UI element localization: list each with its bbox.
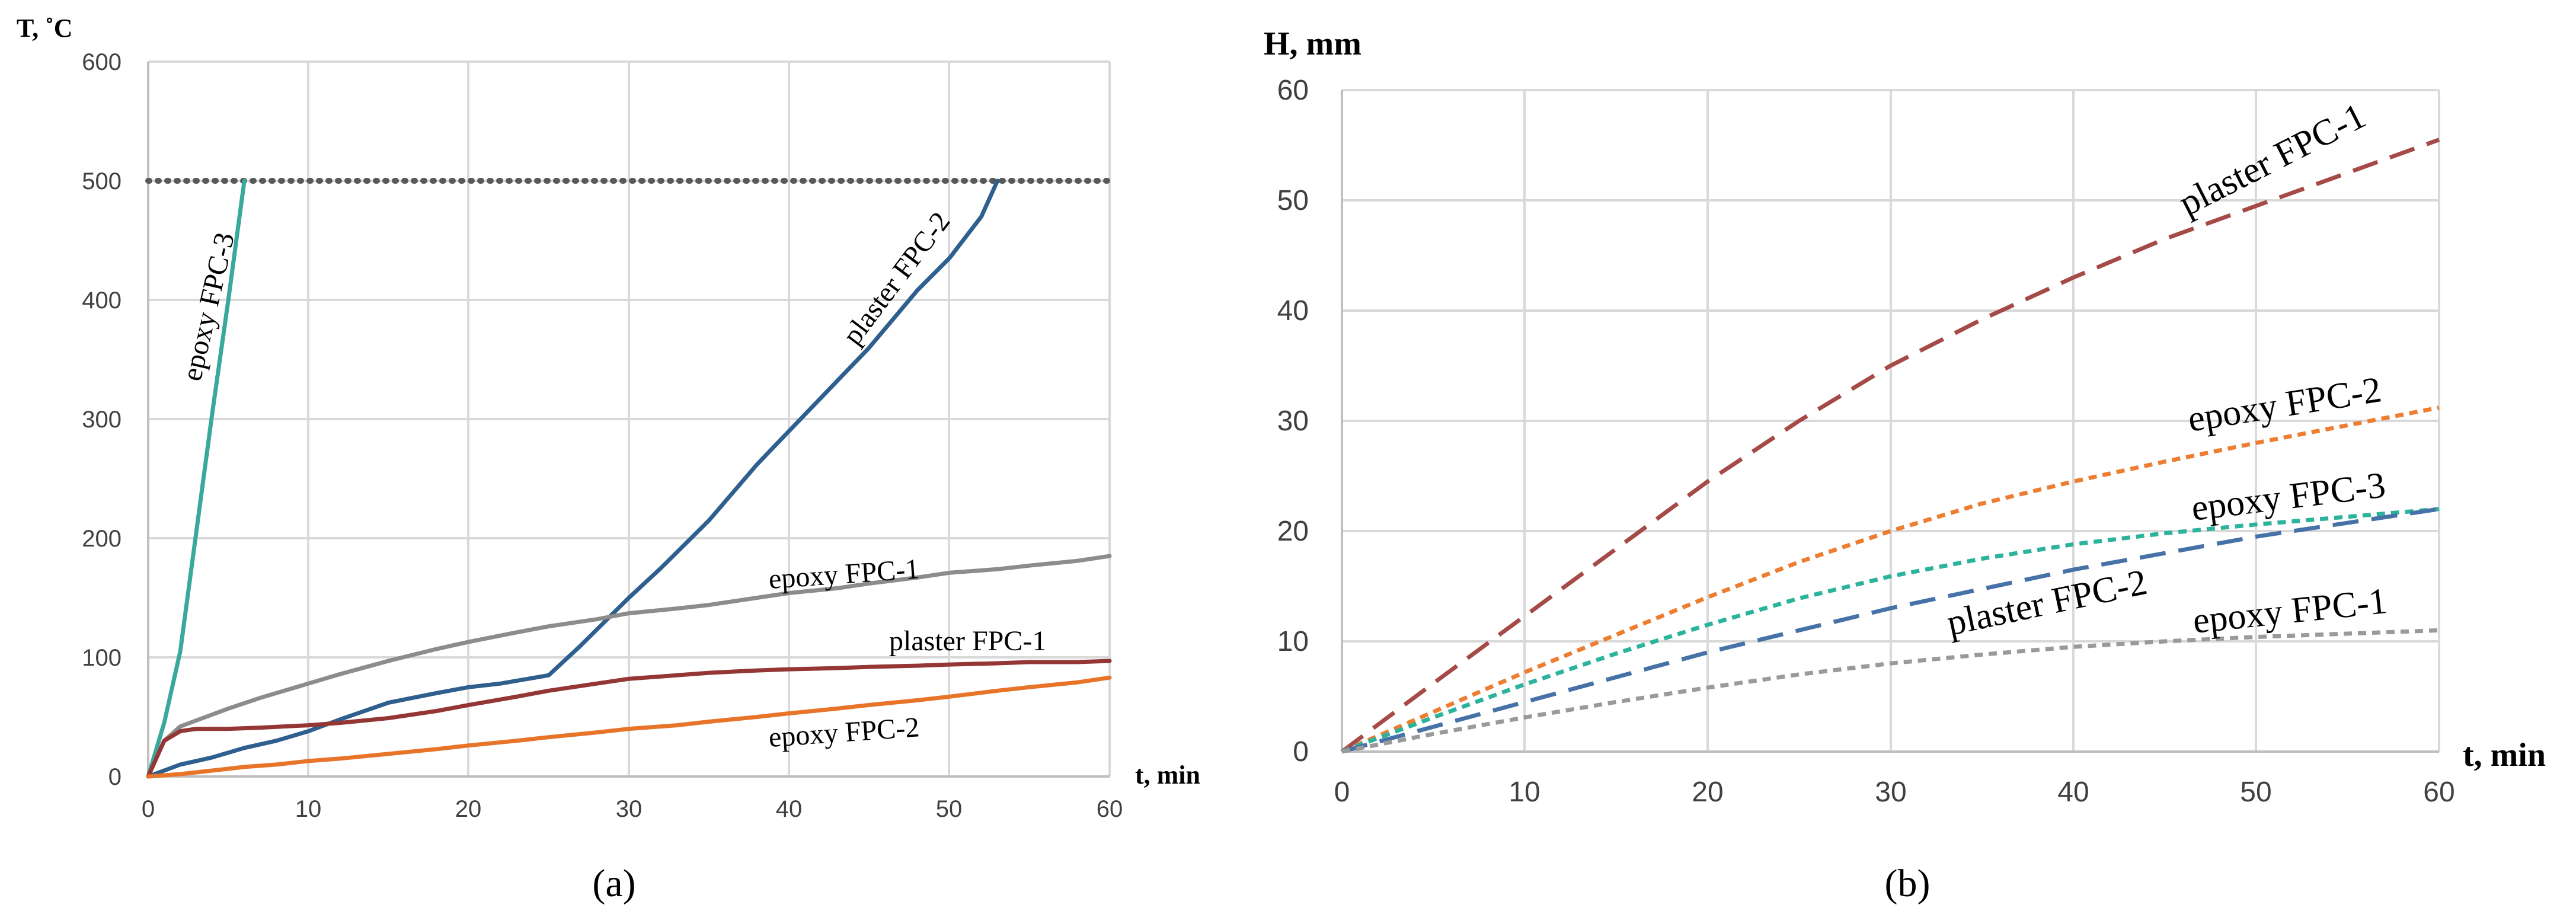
panel-b-x-tick: 30 (1875, 776, 1906, 808)
panel-b-series-plaster-fpc-1 (1340, 138, 2440, 753)
panel-b-axes (1341, 90, 2439, 753)
panel-a-x-tick: 10 (295, 796, 322, 822)
panel-a-series-epoxy-fpc-2 (146, 675, 1112, 779)
panel-b-series-epoxy-fpc-3 (1341, 507, 2440, 754)
panel-a-y-tick: 500 (82, 168, 122, 194)
panel-a-grid (148, 60, 1111, 776)
panel-b-x-tick: 0 (1334, 776, 1350, 808)
panel-b-series-epoxy-fpc-1 (1341, 628, 2440, 754)
panel-b-chart: 0 10 20 30 40 50 60 0 10 20 30 40 50 60 … (1264, 25, 2546, 905)
panel-b-y-tick: 50 (1277, 185, 1309, 216)
panel-a-annotation-epoxy-fpc-1: epoxy FPC-1 (768, 553, 921, 595)
panel-a-x-tick: 0 (142, 796, 155, 822)
panel-b-series-plaster-fpc-2 (1341, 507, 2440, 754)
panel-a-y-tick: 600 (82, 49, 122, 75)
panel-a-x-tick: 50 (936, 796, 963, 822)
panel-a-x-tick: 30 (616, 796, 643, 822)
panel-a-annotation-plaster-fpc-1: plaster FPC-1 (889, 625, 1046, 657)
panel-a-annotation-epoxy-fpc-2: epoxy FPC-2 (768, 711, 921, 753)
panel-b-y-tick: 0 (1293, 736, 1309, 768)
panel-b-annotations: plaster FPC-1 epoxy FPC-2 epoxy FPC-3 pl… (1944, 95, 2389, 643)
panel-b-x-tick: 10 (1508, 776, 1540, 808)
panel-a-y-tick: 200 (82, 526, 122, 552)
panel-a-y-tick: 0 (108, 764, 122, 790)
panel-b-series (1340, 138, 2440, 754)
panel-b-x-tick: 60 (2423, 776, 2454, 808)
panel-b-y-tick: 20 (1277, 516, 1309, 547)
panel-a-x-tick-labels: 0 10 20 30 40 50 60 (142, 796, 1123, 822)
panel-a-label: (a) (592, 862, 635, 905)
panel-a-chart: 0 100 200 300 400 500 600 0 10 20 30 40 … (17, 14, 1200, 905)
panel-a-x-axis-label: t, min (1135, 760, 1200, 790)
panel-a-series (146, 178, 1112, 779)
panel-b-annotation-epoxy-fpc-2: epoxy FPC-2 (2185, 369, 2385, 440)
panel-a-annotation-epoxy-fpc-3: epoxy FPC-3 (176, 229, 241, 384)
panel-b-y-tick-labels: 0 10 20 30 40 50 60 (1277, 75, 1309, 768)
panel-b-grid (1342, 89, 2440, 752)
panel-a-x-tick: 60 (1097, 796, 1123, 822)
panel-a-y-tick: 400 (82, 287, 122, 314)
panel-b-x-tick-labels: 0 10 20 30 40 50 60 (1334, 776, 2455, 808)
panel-b-y-tick: 30 (1277, 405, 1309, 437)
panel-b-y-tick: 60 (1277, 75, 1309, 106)
panel-a-series-plaster-fpc-2 (146, 178, 1000, 779)
panel-a-series-plaster-fpc-1 (146, 659, 1112, 779)
panel-b-x-tick: 40 (2057, 776, 2089, 808)
panel-a-y-axis-label: T, ˚C (17, 14, 73, 43)
panel-a-series-epoxy-fpc-3 (146, 178, 247, 779)
panel-a-annotation-plaster-fpc-2: plaster FPC-2 (836, 206, 956, 351)
panel-b-x-tick: 20 (1692, 776, 1723, 808)
panel-b-label: (b) (1885, 862, 1931, 905)
panel-a-y-tick: 100 (82, 645, 122, 671)
panel-a-y-tick: 300 (82, 407, 122, 433)
panel-a-y-tick-labels: 0 100 200 300 400 500 600 (82, 49, 122, 790)
panel-b-y-axis-label: H, mm (1264, 25, 1361, 62)
panel-a-series-epoxy-fpc-1 (146, 554, 1112, 779)
panel-a-annotations: epoxy FPC-3 plaster FPC-2 epoxy FPC-1 pl… (176, 206, 1046, 753)
panel-a-x-tick: 20 (455, 796, 482, 822)
panel-b-x-axis-label: t, min (2463, 737, 2546, 774)
panel-b-y-tick: 40 (1277, 295, 1309, 327)
panel-b-annotation-epoxy-fpc-3: epoxy FPC-3 (2189, 465, 2388, 529)
panel-b-y-tick: 10 (1277, 626, 1309, 657)
panel-a-x-tick: 40 (776, 796, 803, 822)
panel-b-annotation-plaster-fpc-1: plaster FPC-1 (2172, 95, 2372, 223)
panel-b-series-epoxy-fpc-2 (1341, 405, 2440, 754)
panel-b-x-tick: 50 (2240, 776, 2271, 808)
